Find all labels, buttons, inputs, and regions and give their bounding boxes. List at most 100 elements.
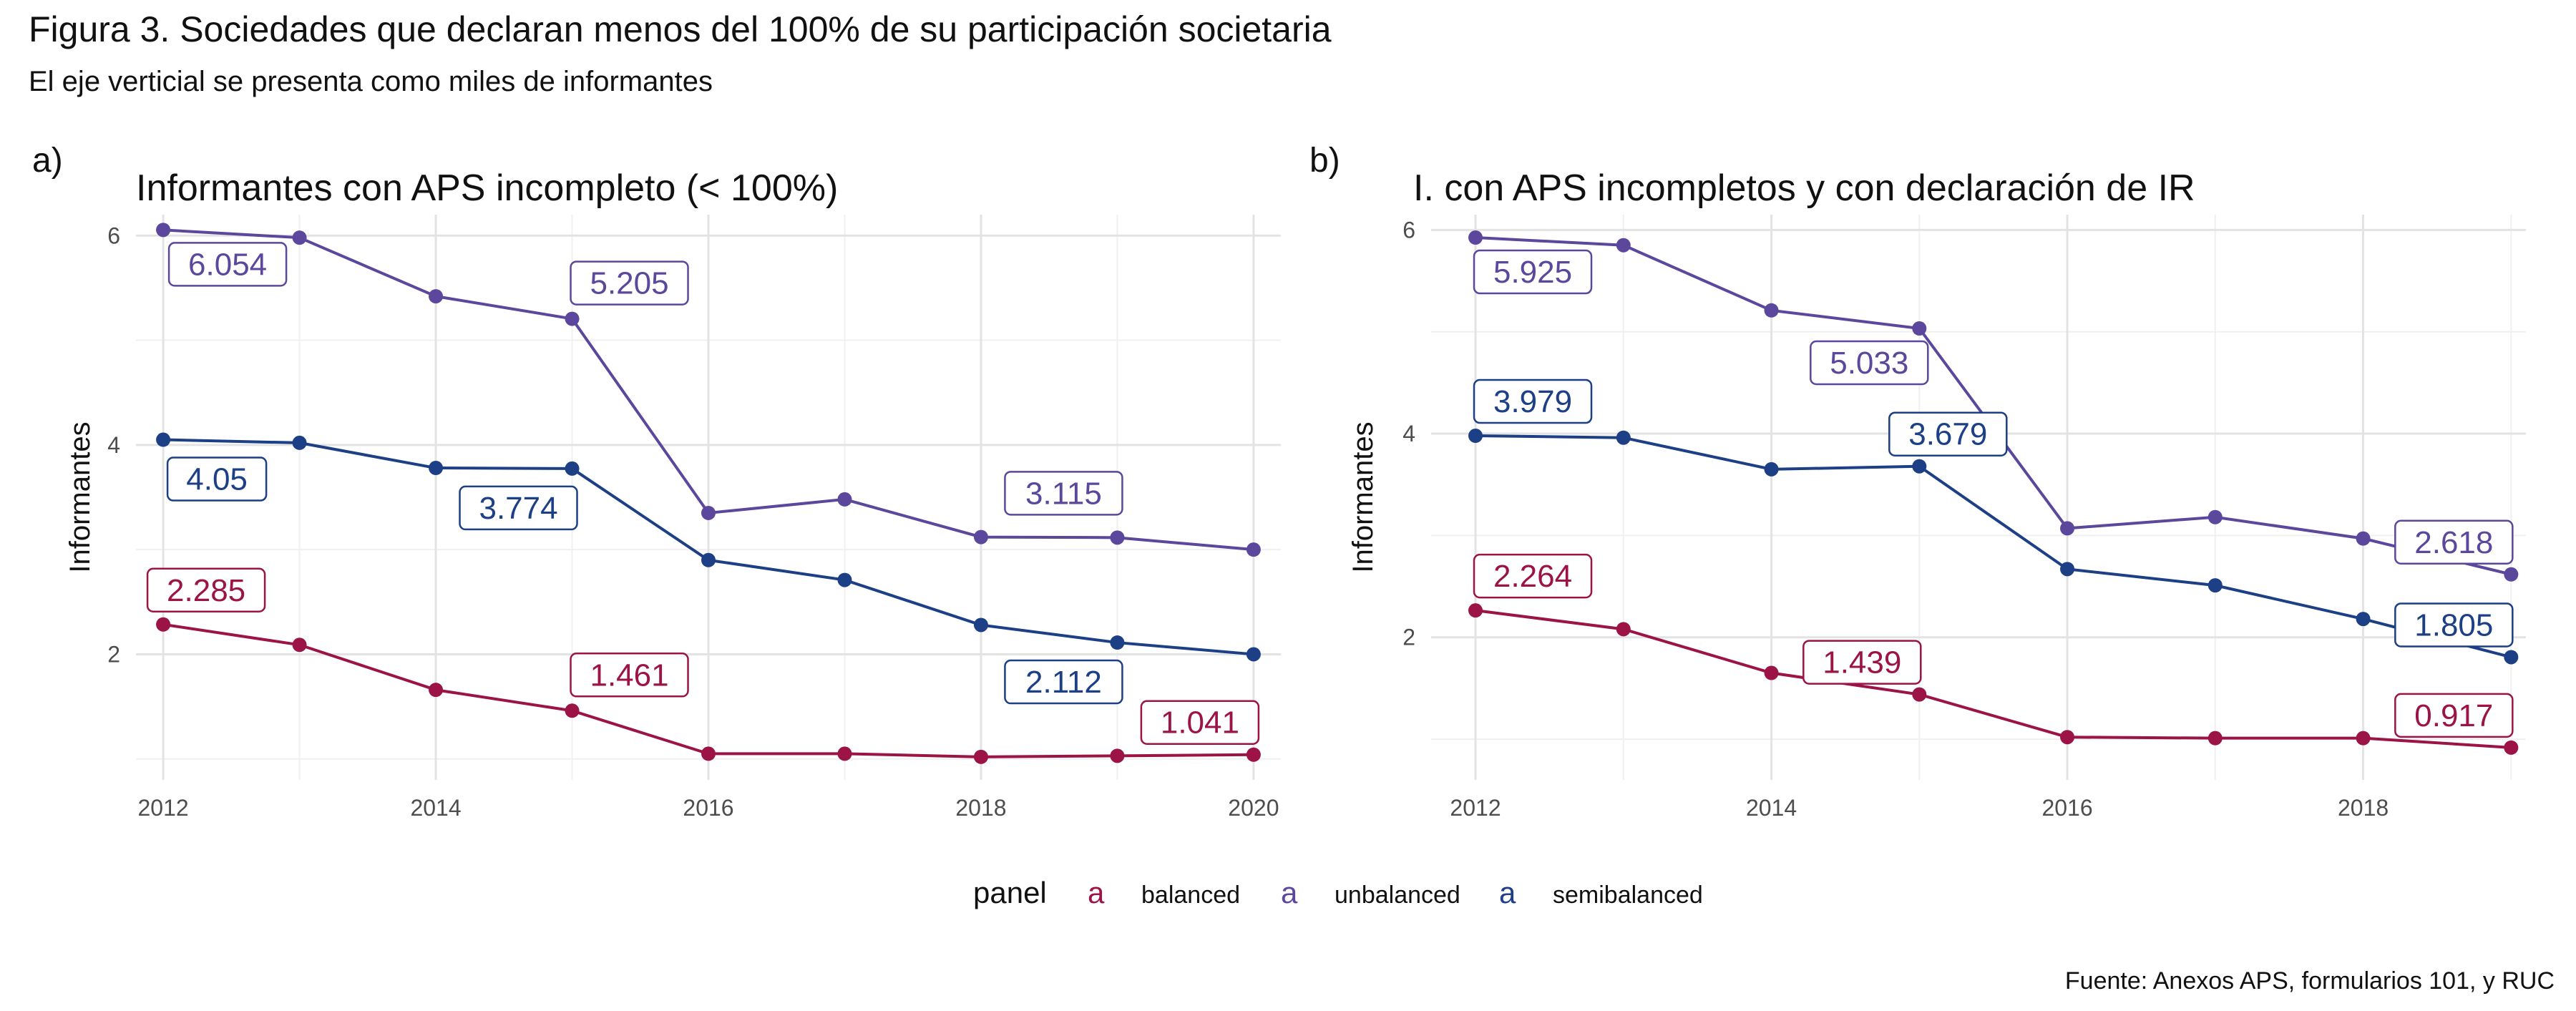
point-semibalanced bbox=[1246, 647, 1261, 662]
x-tick-label: 2016 bbox=[683, 795, 733, 821]
data-label-text: 0.917 bbox=[2414, 698, 2493, 733]
point-unbalanced bbox=[1246, 542, 1261, 557]
data-label-text: 5.033 bbox=[1830, 346, 1908, 381]
figure-subtitle: El eje verticial se presenta como miles … bbox=[29, 66, 713, 97]
panel-a: 2012 2014 2016 2018 2020 2 4 6 a) Informantes con… bbox=[32, 142, 1281, 821]
x-tick-label: 2014 bbox=[1746, 795, 1797, 821]
point-balanced bbox=[2207, 731, 2223, 746]
data-label-box bbox=[1810, 340, 1929, 386]
data-label-box bbox=[1473, 249, 1593, 295]
point-balanced bbox=[2060, 730, 2075, 745]
data-label-text: 1.041 bbox=[1161, 705, 1239, 741]
panel-title: Informantes con APS incompleto (< 100%) bbox=[136, 167, 838, 209]
x-tick-label: 2014 bbox=[410, 795, 461, 821]
point-balanced bbox=[1616, 622, 1631, 637]
legend-label-unbalanced: unbalanced bbox=[1335, 881, 1460, 909]
y-tick-label: 2 bbox=[1402, 625, 1415, 650]
point-unbalanced bbox=[1110, 530, 1125, 545]
data-label-box bbox=[2394, 602, 2514, 648]
data-label-box bbox=[2394, 693, 2514, 738]
point-balanced bbox=[429, 683, 444, 698]
point-semibalanced bbox=[2356, 612, 2371, 627]
legend-key-balanced: a bbox=[1088, 876, 1105, 909]
legend-key-unbalanced: a bbox=[1281, 876, 1298, 909]
data-label-box bbox=[1473, 378, 1593, 424]
point-unbalanced bbox=[1912, 321, 1927, 336]
point-unbalanced bbox=[429, 289, 444, 304]
x-tick-label: 2020 bbox=[1228, 795, 1279, 821]
legend-label-balanced: balanced bbox=[1141, 881, 1240, 909]
data-label-balanced: 2.285 bbox=[146, 567, 266, 612]
panel-b: 2012 2014 2016 2018 2 4 6 b) I. con APS incomple… bbox=[1309, 142, 2526, 821]
data-label-unbalanced: 5.925 bbox=[1473, 249, 1593, 295]
data-label-text: 3.774 bbox=[479, 491, 557, 526]
data-label-unbalanced: 5.205 bbox=[570, 260, 689, 306]
point-semibalanced bbox=[973, 617, 988, 633]
point-unbalanced bbox=[156, 223, 171, 238]
point-balanced bbox=[1764, 665, 1779, 680]
point-unbalanced bbox=[837, 492, 852, 507]
data-label-box bbox=[166, 456, 268, 502]
data-label-balanced: 1.461 bbox=[570, 653, 689, 698]
y-tick-label: 4 bbox=[107, 432, 120, 458]
data-label-unbalanced: 5.033 bbox=[1810, 340, 1929, 386]
data-label-box bbox=[1004, 659, 1123, 705]
data-label-text: 2.285 bbox=[167, 573, 245, 608]
y-tick-label: 6 bbox=[1402, 217, 1415, 243]
legend-label-semibalanced: semibalanced bbox=[1553, 881, 1703, 909]
data-label-box bbox=[1140, 700, 1260, 745]
point-semibalanced bbox=[701, 552, 716, 567]
data-label-text: 1.461 bbox=[590, 658, 668, 693]
point-balanced bbox=[2504, 740, 2519, 755]
data-label-box bbox=[167, 242, 288, 287]
data-label-balanced: 0.917 bbox=[2394, 693, 2514, 738]
data-label-semibalanced: 2.112 bbox=[1004, 659, 1123, 705]
point-balanced bbox=[156, 617, 171, 632]
point-unbalanced bbox=[292, 230, 307, 245]
point-balanced bbox=[1246, 747, 1261, 762]
panel-tag: b) bbox=[1309, 142, 1340, 180]
legend: panel a balanced a unbalanced a semibalanced bbox=[973, 876, 1703, 909]
data-label-box bbox=[1888, 411, 2008, 456]
panel-title: I. con APS incompletos y con declaración… bbox=[1413, 167, 2195, 209]
point-semibalanced bbox=[2060, 562, 2075, 577]
point-unbalanced bbox=[2356, 531, 2371, 546]
y-axis-label: Informantes bbox=[64, 421, 96, 572]
data-label-text: 5.205 bbox=[590, 266, 668, 301]
y-tick-label: 4 bbox=[1402, 421, 1415, 446]
data-label-box bbox=[146, 567, 266, 612]
point-unbalanced bbox=[1764, 303, 1779, 318]
data-label-text: 1.805 bbox=[2414, 607, 2493, 643]
point-semibalanced bbox=[1468, 429, 1483, 444]
x-tick-label: 2012 bbox=[138, 795, 189, 821]
point-balanced bbox=[837, 746, 852, 761]
data-label-text: 1.439 bbox=[1823, 645, 1901, 680]
point-balanced bbox=[1110, 748, 1125, 763]
data-label-box bbox=[459, 485, 578, 531]
point-semibalanced bbox=[292, 435, 307, 450]
data-label-text: 5.925 bbox=[1493, 255, 1572, 290]
data-label-box bbox=[1473, 553, 1593, 599]
point-unbalanced bbox=[1468, 230, 1483, 245]
data-label-text: 2.618 bbox=[2414, 525, 2493, 560]
legend-key-semibalanced: a bbox=[1499, 876, 1516, 909]
y-tick-label: 6 bbox=[107, 223, 120, 248]
data-label-text: 2.112 bbox=[1025, 665, 1102, 700]
point-balanced bbox=[2356, 731, 2371, 746]
panel-tag: a) bbox=[32, 142, 63, 180]
y-axis-label: Informantes bbox=[1347, 421, 1379, 572]
point-balanced bbox=[1912, 687, 1927, 702]
point-semibalanced bbox=[1912, 459, 1927, 474]
x-tick-label: 2018 bbox=[955, 795, 1006, 821]
data-label-text: 3.115 bbox=[1025, 476, 1102, 511]
data-label-balanced: 1.439 bbox=[1802, 640, 1922, 685]
point-unbalanced bbox=[2207, 509, 2223, 524]
point-semibalanced bbox=[1764, 461, 1779, 477]
point-balanced bbox=[701, 746, 716, 761]
data-label-box bbox=[2394, 519, 2514, 565]
point-semibalanced bbox=[1616, 430, 1631, 445]
data-label-semibalanced: 1.805 bbox=[2394, 602, 2514, 648]
data-label-text: 2.264 bbox=[1493, 559, 1572, 594]
data-label-text: 3.679 bbox=[1908, 417, 1987, 452]
